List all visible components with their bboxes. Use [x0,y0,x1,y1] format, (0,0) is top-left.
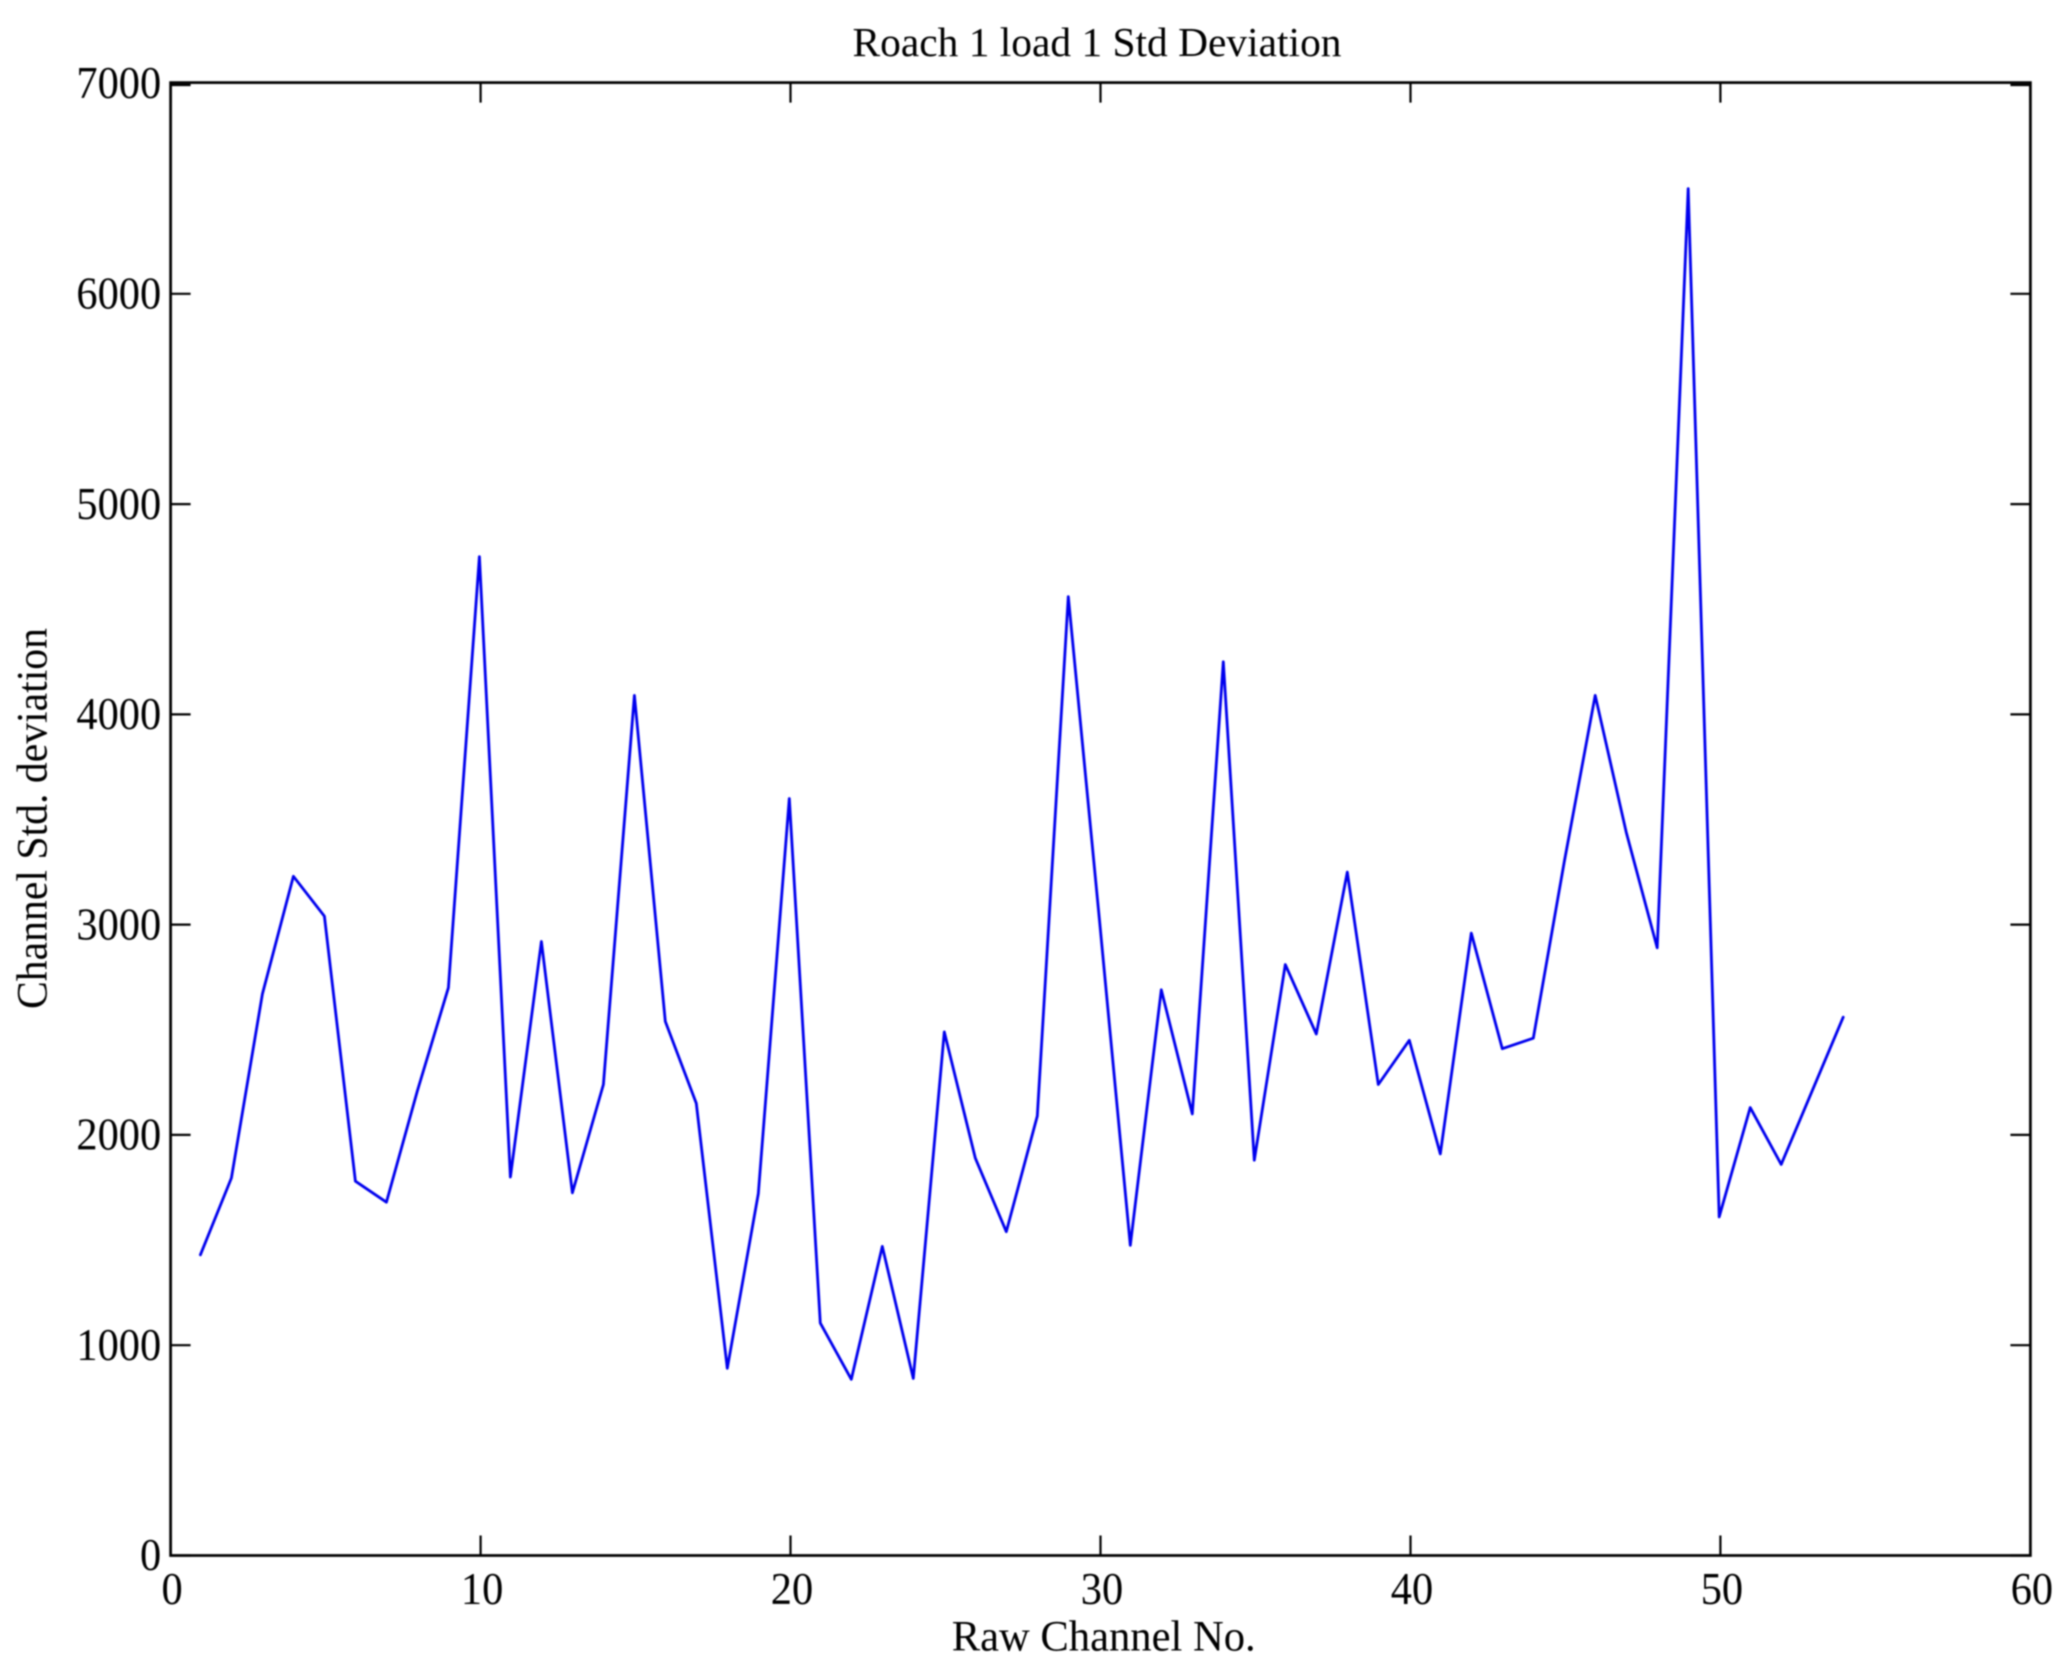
svg-text:5000: 5000 [76,479,161,529]
svg-text:60: 60 [2011,1564,2053,1614]
svg-text:50: 50 [1701,1564,1743,1614]
svg-text:Roach 1 load 1 Std Deviation: Roach 1 load 1 Std Deviation [853,19,1342,65]
svg-text:1000: 1000 [76,1320,161,1370]
svg-text:2000: 2000 [76,1110,161,1160]
svg-text:0: 0 [140,1530,161,1580]
svg-text:40: 40 [1391,1564,1433,1614]
svg-text:0: 0 [162,1564,183,1614]
svg-text:3000: 3000 [76,899,161,949]
svg-text:4000: 4000 [76,689,161,739]
svg-text:Channel Std. deviation: Channel Std. deviation [10,628,57,1009]
svg-text:20: 20 [771,1564,813,1614]
svg-text:Raw Channel No.: Raw Channel No. [952,1614,1256,1661]
svg-text:7000: 7000 [76,58,161,108]
svg-text:30: 30 [1081,1564,1123,1614]
svg-text:6000: 6000 [76,269,161,319]
svg-text:10: 10 [461,1564,503,1614]
